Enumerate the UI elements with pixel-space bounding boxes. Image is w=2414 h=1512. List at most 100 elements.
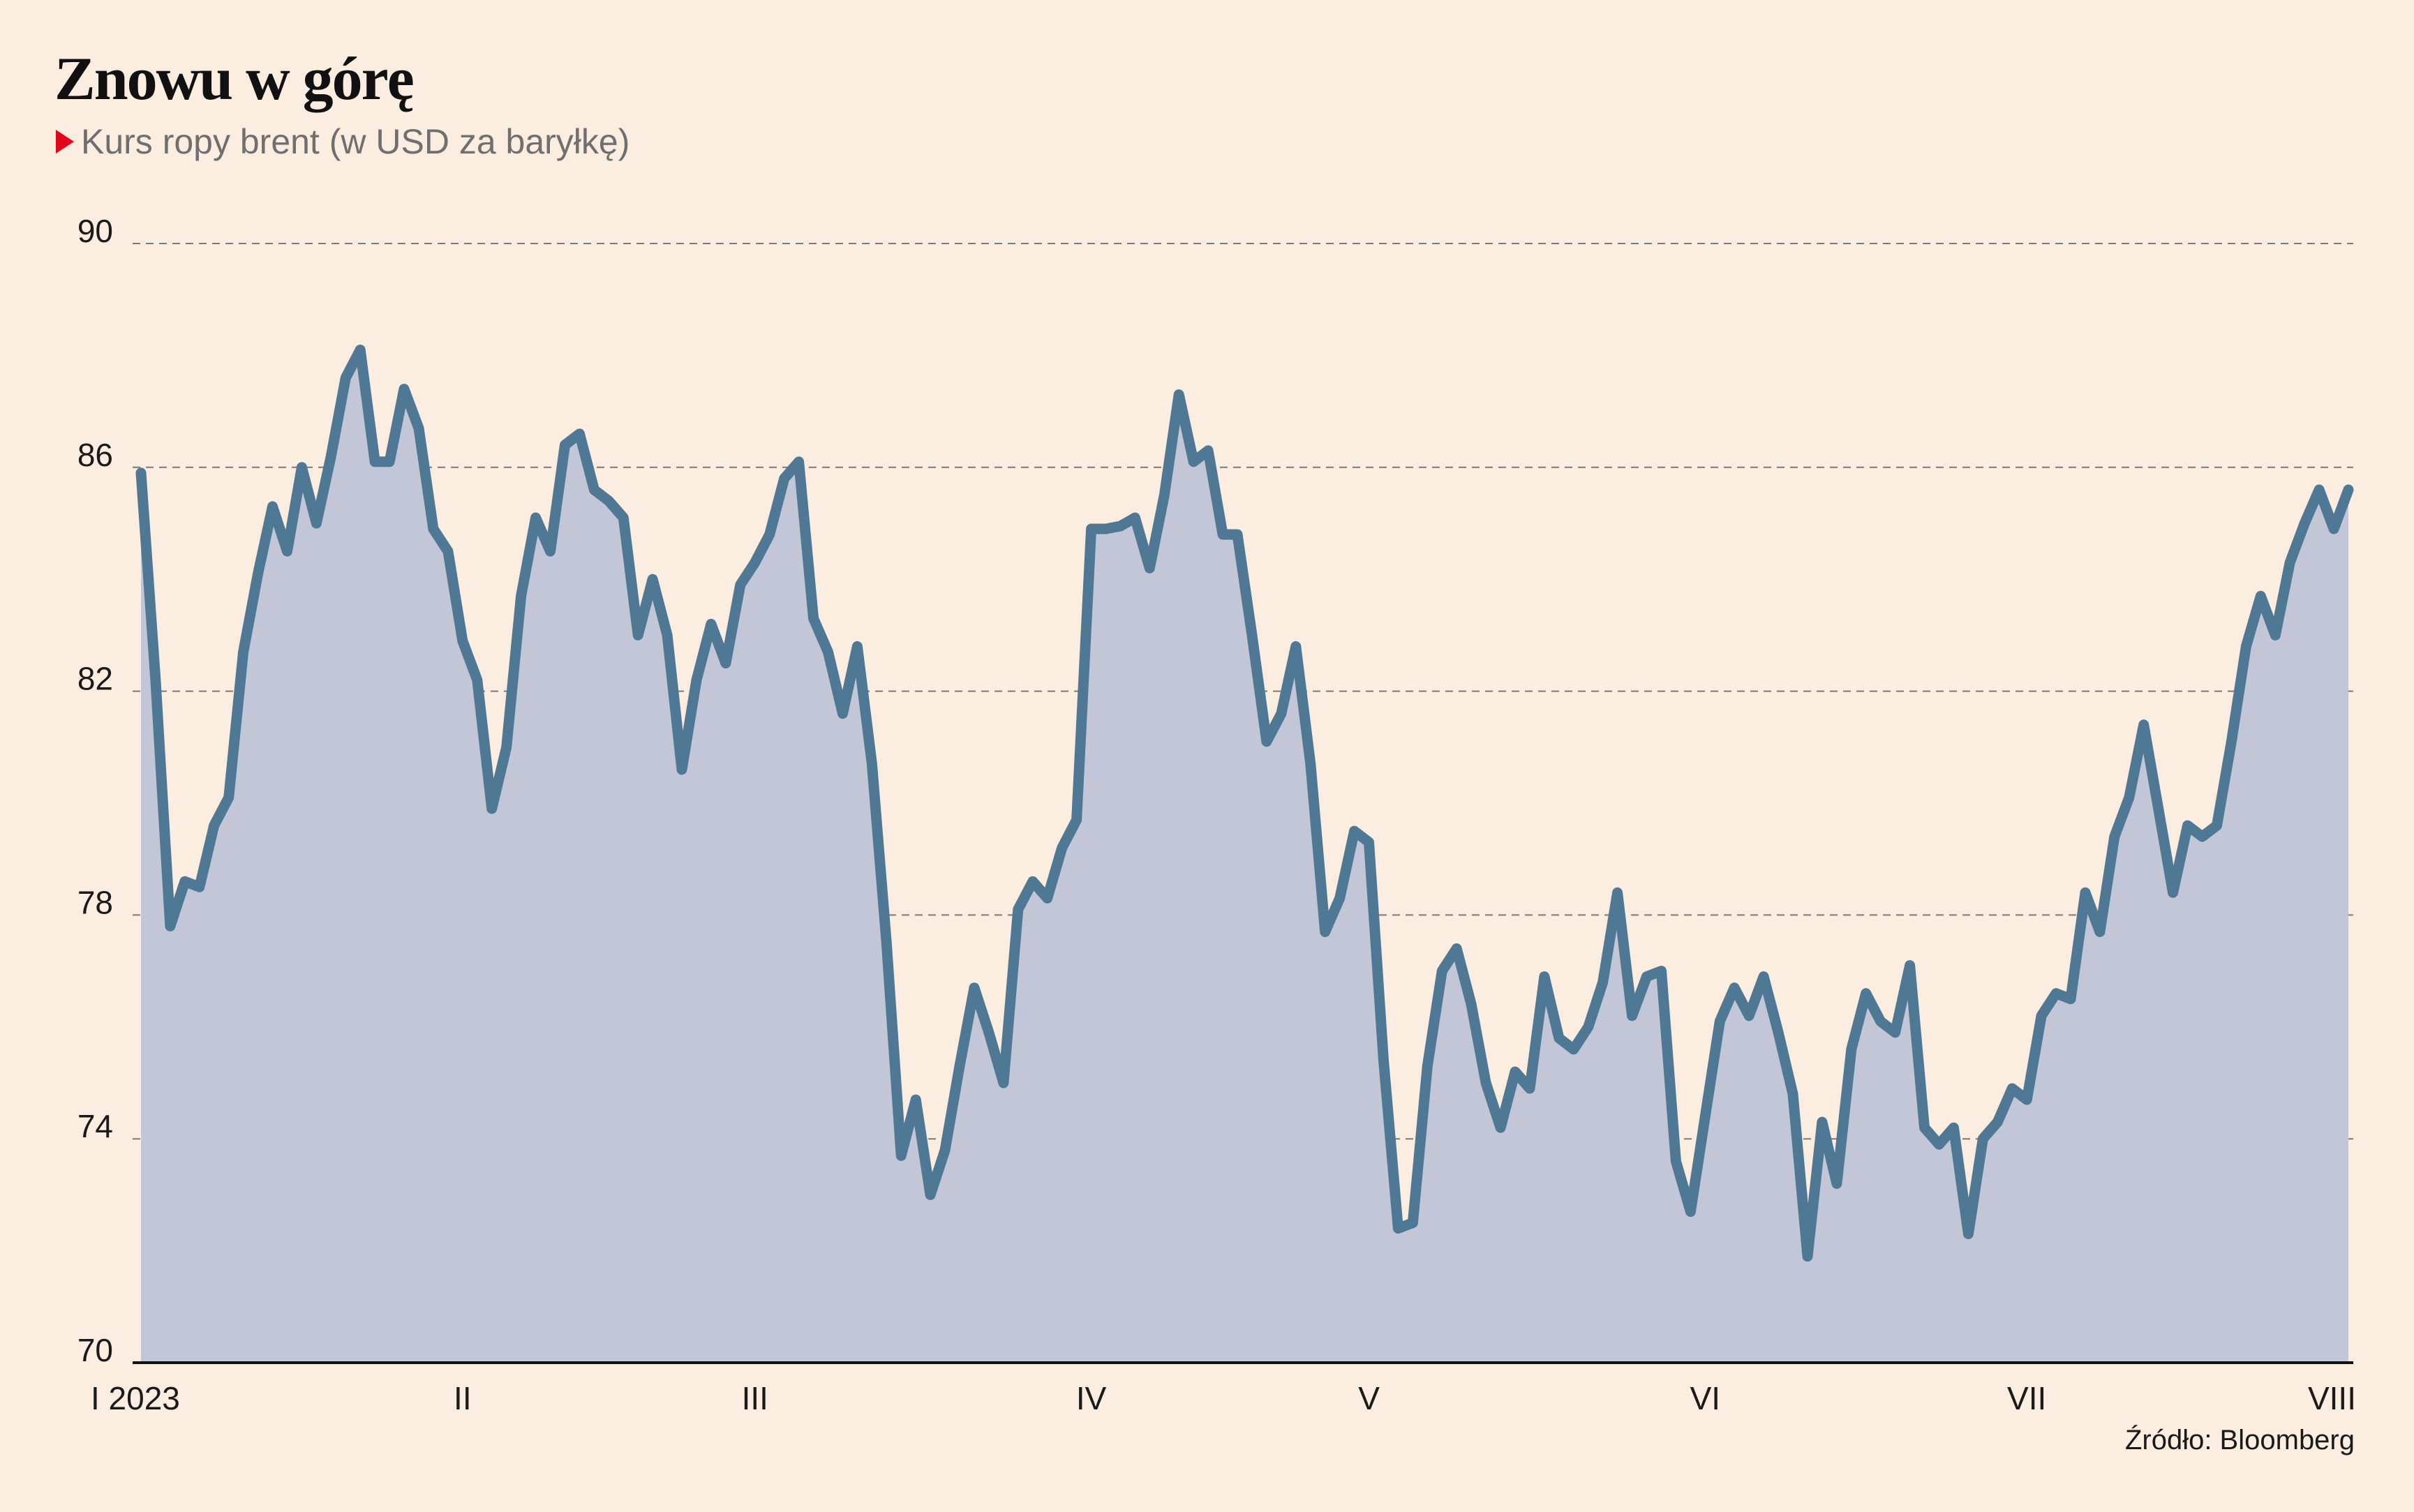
data-point (345, 377, 347, 379)
data-point (2041, 1015, 2043, 1017)
data-point (1982, 1138, 1984, 1140)
data-point (1500, 1127, 1502, 1129)
y-tick-label: 70 (77, 1332, 113, 1368)
x-tick-label: III (742, 1380, 768, 1416)
data-point (1572, 1048, 1574, 1050)
data-point (2055, 992, 2057, 994)
data-point (359, 349, 362, 351)
data-point (1778, 1031, 1780, 1033)
data-point (2070, 998, 2071, 1000)
data-point (1368, 841, 1370, 844)
y-tick-label: 78 (77, 884, 113, 920)
data-point (1529, 1088, 1530, 1089)
data-point (724, 662, 727, 664)
x-tick-label: I 2023 (91, 1380, 180, 1416)
data-point (1894, 1031, 1896, 1033)
data-point (1763, 975, 1765, 978)
data-point (2318, 488, 2320, 491)
data-point (418, 427, 419, 429)
data-point (1660, 970, 1662, 972)
data-point (1134, 517, 1136, 518)
data-point (959, 1065, 960, 1067)
data-point (2157, 808, 2159, 809)
data-point (2113, 836, 2115, 838)
data-point (1280, 712, 1282, 714)
data-point (1383, 1059, 1385, 1061)
data-point (432, 528, 434, 530)
data-point (1616, 892, 1618, 894)
data-point (2289, 562, 2291, 564)
data-point (871, 763, 873, 765)
data-point (1850, 1048, 1852, 1050)
data-point (389, 461, 391, 463)
area-fill (141, 350, 2348, 1363)
data-point (271, 505, 274, 507)
data-point (1558, 1037, 1560, 1039)
data-point (242, 651, 244, 653)
data-point (915, 1099, 917, 1101)
series-line (135, 344, 2354, 1262)
data-point (461, 640, 463, 642)
data-point (608, 500, 610, 502)
data-point (988, 1031, 990, 1033)
x-tick-label: IV (1076, 1380, 1107, 1416)
y-axis-ticks: 70 74 78 82 86 90 (77, 213, 113, 1368)
data-point (2348, 488, 2349, 491)
data-point (1646, 975, 1648, 978)
data-point (1602, 981, 1604, 983)
data-point (1719, 1020, 1721, 1022)
x-tick-label: II (454, 1380, 472, 1416)
data-point (900, 1155, 902, 1157)
data-point (842, 712, 844, 714)
data-point (1178, 394, 1180, 396)
data-point (1061, 847, 1063, 849)
data-point (2128, 797, 2130, 798)
x-tick-label: VIII (2308, 1380, 2356, 1416)
chart-subtitle: Kurs ropy brent (w USD za baryłkę) (56, 124, 629, 159)
data-point (1835, 1183, 1838, 1185)
data-point (315, 523, 318, 524)
data-point (505, 746, 507, 748)
data-point (2216, 825, 2218, 827)
data-point (2230, 740, 2233, 742)
data-point (1675, 1160, 1677, 1162)
data-point (2201, 836, 2203, 838)
data-point (257, 573, 259, 575)
data-point (1090, 528, 1092, 530)
data-point (974, 987, 975, 989)
data-point (1237, 534, 1238, 535)
data-point (681, 768, 683, 770)
data-point (301, 466, 303, 468)
data-point (2143, 724, 2145, 726)
data-point (2260, 595, 2262, 597)
data-point (1353, 830, 1355, 832)
data-point (783, 477, 785, 479)
data-point (652, 578, 654, 581)
data-point (549, 551, 551, 553)
data-point (930, 1194, 932, 1196)
data-point (2172, 892, 2174, 894)
data-point (886, 942, 888, 944)
data-point (2085, 892, 2086, 894)
data-point (1339, 897, 1341, 899)
data-point (286, 551, 288, 553)
data-point (447, 551, 449, 553)
data-point (1865, 992, 1867, 994)
data-point (1485, 1082, 1487, 1084)
data-point (1543, 975, 1545, 978)
data-points (140, 349, 2349, 1257)
data-point (856, 645, 858, 648)
data-point (1587, 1026, 1589, 1028)
data-point (140, 472, 142, 474)
data-point (710, 623, 712, 625)
source-note: Źródło: Bloomberg (2124, 1425, 2355, 1455)
data-point (1046, 897, 1048, 899)
data-point (1412, 1222, 1414, 1224)
data-point (1222, 534, 1224, 535)
data-point (754, 562, 756, 564)
data-point (1938, 1144, 1940, 1146)
data-point (1295, 645, 1297, 648)
data-point (1031, 881, 1034, 883)
data-point (2274, 634, 2277, 636)
